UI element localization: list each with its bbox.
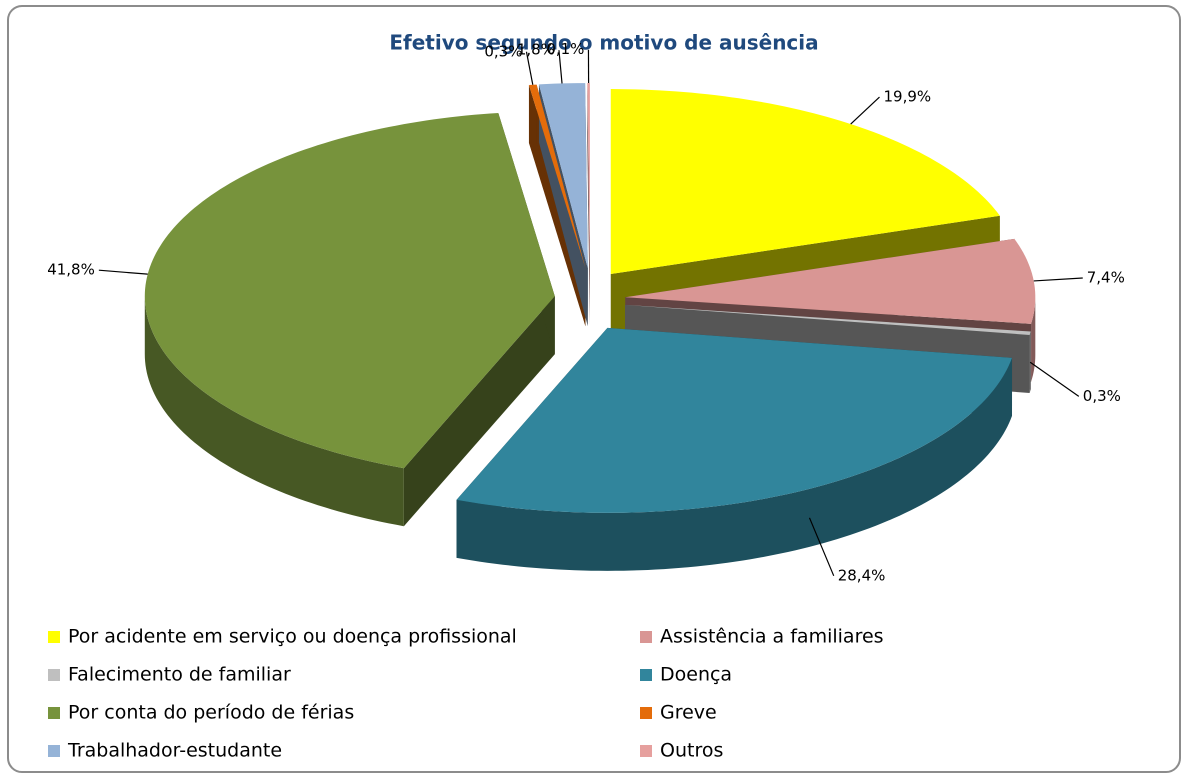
pie-slice [625,304,1031,335]
leader-line [1029,361,1080,397]
legend-swatch [640,707,652,719]
leader-line [808,517,835,577]
slice-side [1031,297,1036,382]
data-label: 0,3% [484,42,522,60]
legend-label: Por conta do período de férias [68,702,354,724]
slice-side [144,296,404,527]
slice-wall [587,83,590,327]
data-label: 41,8% [47,261,95,279]
data-label: 0,1% [546,40,584,58]
slice-wall [403,296,555,527]
pie-slice [538,83,588,269]
data-label: 1,8% [517,41,555,59]
legend-swatch [640,631,652,643]
pie-slice [610,89,1000,275]
pie-slice [528,84,586,269]
legend-swatch [48,745,60,757]
legend-label: Por acidente em serviço ou doença profis… [68,626,517,648]
leader-line [1033,277,1083,282]
legend-swatch [48,707,60,719]
legend: Por acidente em serviço ou doença profis… [48,626,884,762]
pie-slice [587,83,590,269]
leader-line [850,96,880,125]
legend-label: Falecimento de familiar [68,664,291,686]
legend-swatch [48,631,60,643]
slice-side [456,357,1013,571]
pie-tops [144,83,1036,513]
legend-label: Doença [660,664,732,686]
legend-swatch [640,745,652,757]
leader-line [98,269,148,275]
legend-label: Assistência a familiares [660,626,884,648]
chart-title: Efetivo segundo o motivo de ausência [389,31,818,55]
slice-side [1029,331,1031,393]
legend-label: Greve [660,702,717,724]
pie-slice [625,238,1036,324]
leader-line [558,50,563,84]
data-label: 7,4% [1087,269,1125,287]
pie-slice [144,112,555,469]
legend-label: Outros [660,740,723,762]
data-label: 28,4% [838,566,886,584]
leader-line [525,51,534,85]
data-labels: 19,9%7,4%0,3%28,4%41,8%0,3%1,8%0,1% [47,40,1125,584]
legend-swatch [48,669,60,681]
legend-label: Trabalhador-estudante [67,740,282,762]
legend-swatch [640,669,652,681]
pie-slice [456,327,1013,513]
data-label: 19,9% [883,88,931,106]
data-label: 0,3% [1083,387,1121,405]
